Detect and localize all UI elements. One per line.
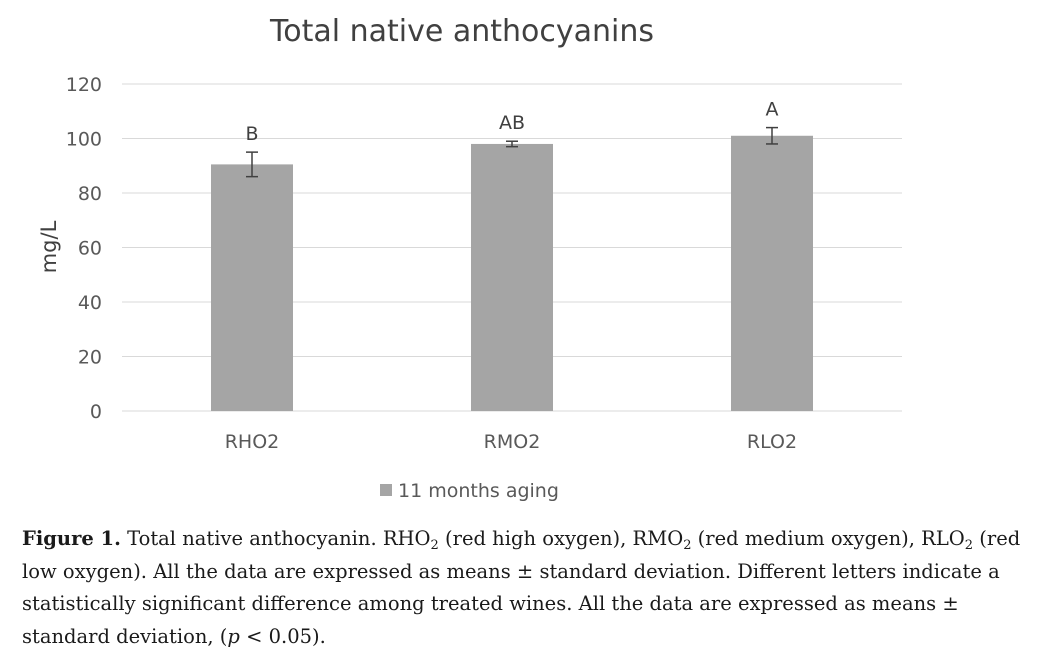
caption-text-2: (red high oxygen), RMO (438, 527, 684, 550)
y-axis-title: mg/L (37, 220, 61, 273)
bar (731, 135, 813, 411)
caption-text-3: (red medium oxygen), RLO (691, 527, 965, 550)
legend-swatch (380, 484, 392, 496)
x-tick-label: RMO2 (484, 431, 541, 453)
bar (211, 164, 293, 411)
y-tick-label: 100 (66, 129, 102, 151)
legend: 11 months aging (380, 480, 559, 502)
chart-title: Total native anthocyanins (269, 14, 654, 49)
figure-caption: Figure 1. Total native anthocyanin. RHO2… (22, 523, 1034, 653)
x-tick-label: RLO2 (747, 431, 797, 453)
y-tick-labels: 0 20 40 60 80 100 120 (66, 74, 102, 423)
caption-p-symbol: p (227, 624, 240, 648)
caption-sub-2: 2 (683, 538, 692, 553)
significance-letters: B AB A (245, 99, 778, 146)
y-tick-label: 0 (90, 401, 102, 423)
bars (211, 135, 813, 411)
y-tick-label: 40 (78, 292, 102, 314)
bar (471, 143, 553, 411)
y-tick-label: 60 (78, 238, 102, 260)
caption-sub-1: 2 (430, 538, 439, 553)
y-tick-label: 80 (78, 183, 102, 205)
x-tick-labels: RHO2 RMO2 RLO2 (225, 431, 797, 453)
significance-letter: A (766, 99, 779, 121)
y-tick-label: 20 (78, 347, 102, 369)
significance-letter: B (245, 123, 258, 145)
bar-chart: Total native anthocyanins mg/L 0 20 40 60 80… (37, 14, 902, 502)
caption-label: Figure 1. (22, 527, 121, 550)
caption-text-4: (red low oxygen). All the data are expre… (22, 527, 1021, 648)
legend-label: 11 months aging (398, 480, 559, 502)
caption-text-5: < 0.05). (239, 624, 326, 648)
error-bars (246, 126, 778, 178)
significance-letter: AB (499, 112, 525, 134)
caption-sub-3: 2 (964, 538, 974, 553)
y-tick-label: 120 (66, 74, 102, 96)
caption-text-1: Total native anthocyanin. RHO (120, 527, 431, 550)
x-tick-label: RHO2 (225, 431, 280, 453)
